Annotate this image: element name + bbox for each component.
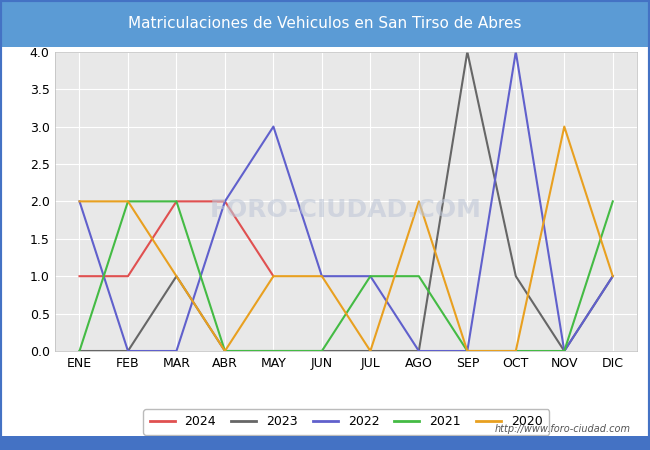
2022 <box>512 49 520 54</box>
2022 <box>463 348 471 354</box>
2020 <box>172 274 180 279</box>
2020 <box>318 274 326 279</box>
2020 <box>609 274 617 279</box>
2023 <box>512 274 520 279</box>
2021 <box>270 348 278 354</box>
2021 <box>75 348 83 354</box>
2022 <box>560 348 568 354</box>
2020 <box>560 124 568 129</box>
2023 <box>172 274 180 279</box>
Text: Matriculaciones de Vehiculos en San Tirso de Abres: Matriculaciones de Vehiculos en San Tirs… <box>128 16 522 31</box>
2020 <box>124 199 132 204</box>
2023 <box>415 348 422 354</box>
2022 <box>367 274 374 279</box>
Line: 2022: 2022 <box>79 52 613 351</box>
2021 <box>560 348 568 354</box>
2022 <box>75 199 83 204</box>
2023 <box>367 348 374 354</box>
2022 <box>609 274 617 279</box>
Line: 2024: 2024 <box>79 202 274 276</box>
2020 <box>221 348 229 354</box>
2021 <box>221 348 229 354</box>
2021 <box>415 274 422 279</box>
2021 <box>172 199 180 204</box>
2022 <box>221 199 229 204</box>
2020 <box>270 274 278 279</box>
2023 <box>75 348 83 354</box>
2022 <box>318 274 326 279</box>
2023 <box>609 274 617 279</box>
2024 <box>75 274 83 279</box>
2023 <box>560 348 568 354</box>
2022 <box>270 124 278 129</box>
Line: 2021: 2021 <box>79 202 613 351</box>
2020 <box>367 348 374 354</box>
2020 <box>512 348 520 354</box>
2022 <box>124 348 132 354</box>
2021 <box>463 348 471 354</box>
2022 <box>172 348 180 354</box>
Text: http://www.foro-ciudad.com: http://www.foro-ciudad.com <box>495 424 630 434</box>
2022 <box>415 348 422 354</box>
2021 <box>318 348 326 354</box>
2020 <box>75 199 83 204</box>
Line: 2023: 2023 <box>79 52 613 351</box>
2021 <box>609 199 617 204</box>
2020 <box>463 348 471 354</box>
Line: 2020: 2020 <box>79 126 613 351</box>
2024 <box>124 274 132 279</box>
2020 <box>415 199 422 204</box>
2024 <box>172 199 180 204</box>
2023 <box>221 348 229 354</box>
2021 <box>367 274 374 279</box>
2021 <box>124 199 132 204</box>
Legend: 2024, 2023, 2022, 2021, 2020: 2024, 2023, 2022, 2021, 2020 <box>143 409 549 435</box>
2024 <box>270 274 278 279</box>
2021 <box>512 348 520 354</box>
2023 <box>124 348 132 354</box>
2024 <box>221 199 229 204</box>
2023 <box>318 348 326 354</box>
Text: FORO-CIUDAD.COM: FORO-CIUDAD.COM <box>210 198 482 222</box>
2023 <box>270 348 278 354</box>
2023 <box>463 49 471 54</box>
